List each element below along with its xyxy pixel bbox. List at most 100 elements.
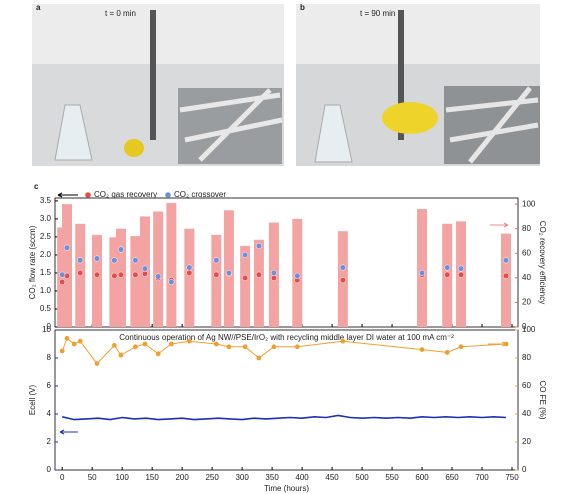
bar — [61, 204, 72, 327]
x-tick-label: 400 — [295, 473, 309, 482]
y-tick-label: 2 — [47, 437, 52, 446]
y-tick-label: 8 — [47, 353, 52, 362]
flask — [314, 104, 353, 163]
point — [457, 265, 465, 272]
point — [213, 257, 220, 264]
y2-tick-label: 0 — [522, 322, 527, 331]
x-tick-label: 150 — [145, 473, 159, 482]
point — [71, 341, 77, 347]
wall — [32, 4, 284, 64]
point — [213, 341, 219, 347]
point — [59, 278, 66, 286]
point — [168, 341, 174, 347]
point — [256, 355, 262, 361]
x-tick-label: 200 — [175, 473, 189, 482]
point — [59, 271, 66, 278]
point — [242, 251, 249, 258]
x-tick-label: 500 — [355, 473, 369, 482]
x-tick-label: 100 — [115, 473, 129, 482]
point — [93, 255, 101, 262]
axis-arrow — [59, 429, 78, 435]
x-tick-label: 350 — [265, 473, 279, 482]
y-tick-label: 2.0 — [40, 250, 52, 259]
point — [213, 271, 220, 278]
line — [61, 337, 507, 365]
caption: t = 0 min — [105, 9, 136, 18]
bar — [253, 239, 264, 327]
bar — [115, 228, 126, 327]
point — [132, 271, 139, 278]
point — [418, 269, 426, 276]
point — [118, 352, 124, 358]
y-tick-label: 3.5 — [40, 196, 52, 205]
point — [270, 274, 277, 282]
x-tick-label: 650 — [445, 473, 459, 482]
stand — [398, 10, 404, 140]
bar — [184, 228, 195, 327]
point — [59, 348, 65, 354]
x-tick-label: 250 — [205, 473, 219, 482]
plot-frame — [54, 329, 519, 471]
point — [458, 344, 464, 350]
point — [503, 341, 509, 347]
bar — [91, 234, 102, 327]
point — [255, 271, 262, 278]
point — [271, 344, 277, 350]
point — [225, 269, 232, 276]
y2-tick-label: 80 — [522, 224, 531, 233]
bar — [153, 211, 164, 327]
y-tick-label: 2.5 — [40, 232, 52, 241]
panel-label: c — [34, 182, 39, 191]
y2-tick-label: 100 — [522, 325, 536, 334]
point — [94, 361, 100, 366]
point — [111, 257, 118, 264]
point — [270, 269, 277, 276]
point — [117, 246, 125, 253]
y2-axis-label: CO₂ recovery efficiency — [538, 221, 547, 304]
stand — [150, 10, 156, 140]
y-tick-label: 0.5 — [40, 304, 52, 313]
caption: t = 90 min — [360, 9, 395, 18]
legend-marker — [165, 192, 171, 198]
y-tick-label: 0 — [47, 465, 52, 474]
y-tick-label: 10 — [42, 325, 51, 334]
bar — [166, 202, 177, 327]
photo-b: b t = 90 min — [296, 3, 540, 166]
y-tick-label: 4 — [47, 409, 52, 418]
y-axis-label: Ecell (V) — [28, 385, 37, 416]
point — [186, 264, 193, 271]
point — [77, 257, 84, 264]
annotation: Continuous operation of Ag NW//PSE/IrO₂ … — [119, 333, 454, 342]
y-tick-label: 1.5 — [40, 268, 52, 277]
point — [457, 271, 465, 278]
fibers — [179, 88, 283, 162]
y2-tick-label: 0 — [522, 465, 527, 474]
photo-a: a t = 0 min — [32, 3, 284, 166]
point — [294, 272, 301, 279]
bar — [417, 209, 428, 327]
x-tick-label: 300 — [235, 473, 249, 482]
point — [142, 341, 148, 347]
point — [255, 242, 262, 249]
y2-tick-label: 60 — [522, 248, 531, 257]
balloon — [124, 139, 144, 157]
point — [111, 343, 117, 348]
balloon — [382, 102, 438, 134]
x-tick-label: 750 — [505, 473, 519, 482]
point — [141, 265, 149, 272]
point — [339, 264, 346, 271]
point — [444, 350, 450, 355]
point — [168, 278, 175, 286]
panel-label: a — [36, 3, 41, 12]
legend-label: CO₂ gas recovery — [94, 190, 157, 199]
y2-tick-label: 40 — [522, 273, 531, 282]
bar — [109, 237, 120, 327]
bar — [223, 210, 234, 327]
bar — [240, 245, 251, 327]
x-tick-label: 550 — [385, 473, 399, 482]
point — [155, 273, 162, 280]
point — [155, 351, 161, 357]
x-tick-label: 600 — [415, 473, 429, 482]
point — [186, 338, 192, 344]
